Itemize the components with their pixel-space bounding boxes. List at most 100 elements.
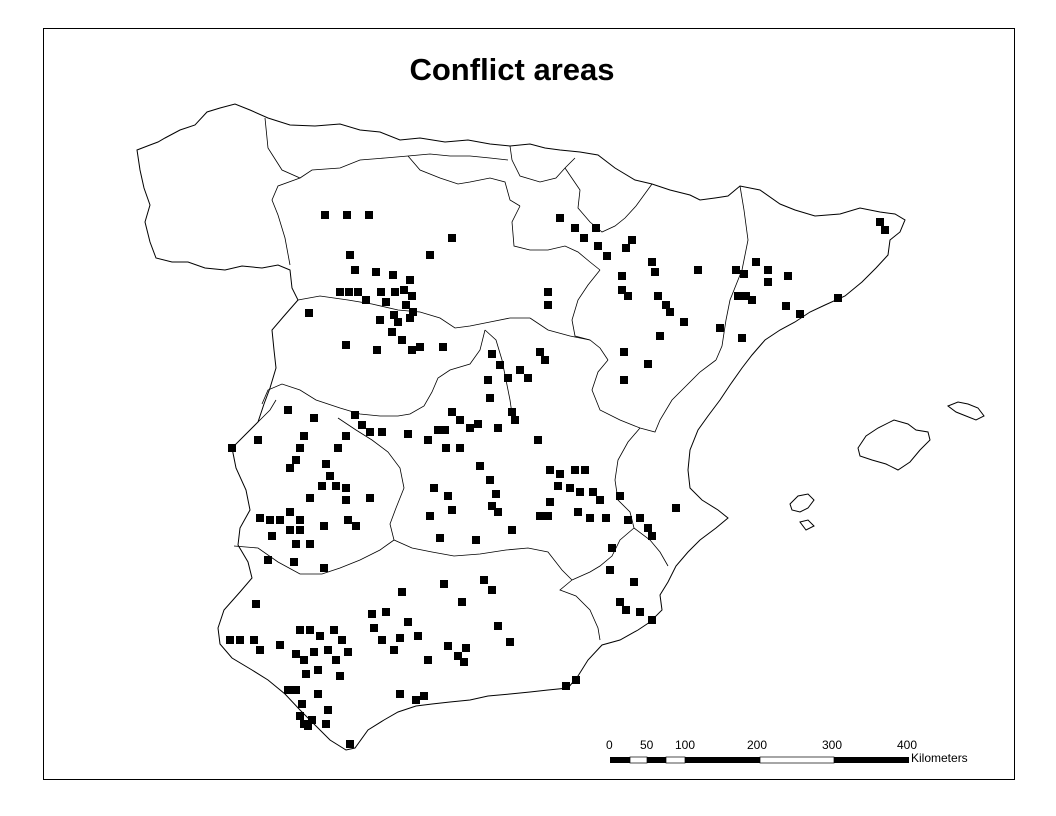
conflict-cell bbox=[782, 302, 790, 310]
conflict-cell bbox=[486, 476, 494, 484]
scale-segment bbox=[647, 757, 666, 763]
conflict-cell bbox=[618, 272, 626, 280]
conflict-cell bbox=[300, 432, 308, 440]
conflict-cell bbox=[396, 690, 404, 698]
conflict-cell bbox=[426, 512, 434, 520]
conflict-cell bbox=[624, 292, 632, 300]
conflict-cell bbox=[332, 482, 340, 490]
conflict-cell bbox=[276, 516, 284, 524]
conflict-cell bbox=[748, 296, 756, 304]
conflict-cell bbox=[544, 288, 552, 296]
conflict-cell bbox=[834, 294, 842, 302]
conflict-cell bbox=[276, 641, 284, 649]
conflict-cell bbox=[344, 648, 352, 656]
conflict-cell bbox=[268, 532, 276, 540]
conflict-cells bbox=[226, 211, 889, 748]
conflict-cell bbox=[556, 470, 564, 478]
conflict-cell bbox=[296, 444, 304, 452]
conflict-cell bbox=[292, 456, 300, 464]
conflict-cell bbox=[648, 616, 656, 624]
conflict-cell bbox=[536, 512, 544, 520]
conflict-cell bbox=[400, 286, 408, 294]
conflict-cell bbox=[694, 266, 702, 274]
conflict-cell bbox=[448, 408, 456, 416]
conflict-cell bbox=[228, 444, 236, 452]
conflict-cell bbox=[351, 411, 359, 419]
conflict-cell bbox=[596, 496, 604, 504]
conflict-cell bbox=[256, 514, 264, 522]
scale-tick-400: 400 bbox=[897, 738, 917, 752]
conflict-cell bbox=[310, 648, 318, 656]
conflict-cell bbox=[644, 524, 652, 532]
conflict-cell bbox=[358, 421, 366, 429]
conflict-cell bbox=[616, 492, 624, 500]
conflict-cell bbox=[292, 540, 300, 548]
region-borders bbox=[233, 117, 749, 641]
conflict-cell bbox=[734, 292, 742, 300]
conflict-cell bbox=[362, 296, 370, 304]
conflict-cell bbox=[524, 374, 532, 382]
conflict-cell bbox=[286, 464, 294, 472]
conflict-cell bbox=[592, 224, 600, 232]
conflict-cell bbox=[442, 444, 450, 452]
conflict-cell bbox=[574, 508, 582, 516]
conflict-cell bbox=[316, 632, 324, 640]
conflict-cell bbox=[308, 716, 316, 724]
conflict-cell bbox=[466, 424, 474, 432]
conflict-cell bbox=[581, 466, 589, 474]
conflict-cell bbox=[544, 512, 552, 520]
conflict-cell bbox=[378, 428, 386, 436]
conflict-cell bbox=[476, 462, 484, 470]
conflict-cell bbox=[506, 638, 514, 646]
conflict-cell bbox=[314, 690, 322, 698]
conflict-cell bbox=[300, 656, 308, 664]
conflict-cell bbox=[516, 366, 524, 374]
conflict-cell bbox=[310, 414, 318, 422]
conflict-cell bbox=[881, 226, 889, 234]
conflict-cell bbox=[586, 514, 594, 522]
conflict-cell bbox=[504, 374, 512, 382]
scale-tick-100: 100 bbox=[675, 738, 695, 752]
conflict-cell bbox=[391, 288, 399, 296]
conflict-cell bbox=[602, 514, 610, 522]
conflict-cell bbox=[346, 251, 354, 259]
scale-tick-0: 0 bbox=[606, 738, 613, 752]
conflict-cell bbox=[336, 672, 344, 680]
conflict-cell bbox=[484, 376, 492, 384]
conflict-cell bbox=[606, 566, 614, 574]
conflict-cell bbox=[620, 376, 628, 384]
conflict-cell bbox=[302, 670, 310, 678]
conflict-cell bbox=[716, 324, 724, 332]
conflict-cell bbox=[572, 676, 580, 684]
conflict-cell bbox=[876, 218, 884, 226]
conflict-cell bbox=[566, 484, 574, 492]
conflict-cell bbox=[334, 444, 342, 452]
conflict-cell bbox=[368, 610, 376, 618]
conflict-cell bbox=[424, 436, 432, 444]
conflict-cell bbox=[488, 350, 496, 358]
conflict-cell bbox=[318, 482, 326, 490]
conflict-cell bbox=[732, 266, 740, 274]
conflict-cell bbox=[534, 436, 542, 444]
conflict-cell bbox=[644, 360, 652, 368]
conflict-cell bbox=[296, 516, 304, 524]
conflict-cell bbox=[508, 408, 516, 416]
conflict-cell bbox=[648, 258, 656, 266]
conflict-cell bbox=[439, 343, 447, 351]
conflict-cell bbox=[292, 686, 300, 694]
conflict-cell bbox=[456, 444, 464, 452]
conflict-cell bbox=[424, 656, 432, 664]
conflict-cell bbox=[486, 394, 494, 402]
conflict-cell bbox=[342, 341, 350, 349]
conflict-cell bbox=[622, 606, 630, 614]
conflict-cell bbox=[396, 634, 404, 642]
conflict-cell bbox=[622, 244, 630, 252]
conflict-cell bbox=[378, 636, 386, 644]
conflict-cell bbox=[448, 506, 456, 514]
conflict-cell bbox=[562, 682, 570, 690]
conflict-cell bbox=[764, 266, 772, 274]
conflict-cell bbox=[354, 288, 362, 296]
conflict-cell bbox=[286, 508, 294, 516]
conflict-cell bbox=[394, 318, 402, 326]
conflict-cell bbox=[628, 236, 636, 244]
